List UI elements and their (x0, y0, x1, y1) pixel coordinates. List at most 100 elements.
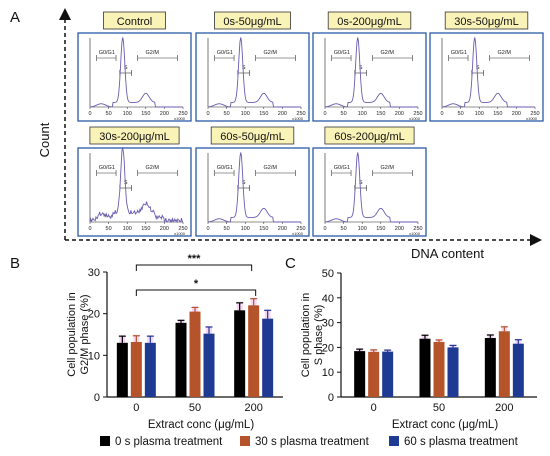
histogram-title: Control (117, 16, 152, 28)
histogram-title-box (324, 126, 415, 145)
histogram-axis-unit: x1000 (174, 116, 186, 121)
histogram-tick-label: 250 (296, 226, 305, 232)
bar (175, 322, 187, 397)
histogram-tick-label: 200 (395, 111, 404, 117)
histogram-title: 0s-200μg/mL (337, 16, 401, 28)
histogram-axis-unit: x1000 (174, 231, 186, 236)
histogram-frame (77, 147, 192, 237)
histogram-frame (312, 147, 427, 237)
gate-label: G2/M (146, 165, 160, 171)
histogram-tick-label: 200 (278, 226, 287, 232)
histogram-tick-label: 50 (106, 111, 112, 117)
y-axis-label: Cell population in (300, 293, 312, 377)
histogram-tick-label: 0 (323, 226, 326, 232)
legend-item-60s: 60 s plasma treatment (389, 436, 519, 448)
histogram-frame (195, 147, 310, 237)
gate-label: G0/G1 (334, 165, 350, 171)
histogram-tick-label: 50 (224, 226, 230, 232)
histogram-frame (312, 32, 427, 122)
x-tick-label: 0 (133, 402, 139, 414)
x-axis-label: Extract conc (μg/mL) (392, 419, 498, 431)
bar (447, 347, 459, 397)
x-axis-label: Extract conc (μg/mL) (148, 419, 254, 431)
histogram-tick-label: 250 (530, 111, 539, 117)
gate-label: G2/M (498, 50, 512, 56)
histogram-tick-label: 150 (376, 226, 385, 232)
histogram-tick-label: 150 (493, 111, 502, 117)
gate-label: S (124, 180, 128, 186)
y-tick-label: 0 (94, 392, 100, 404)
gate-label: G2/M (264, 50, 278, 56)
histogram-title-box (89, 126, 180, 145)
gate-label: G0/G1 (99, 165, 115, 171)
histogram-tick-label: 250 (413, 111, 422, 117)
histogram-tick-label: 250 (413, 226, 422, 232)
histogram-tick-label: 100 (123, 111, 132, 117)
bar (234, 310, 246, 397)
histogram-tick-label: 0 (88, 226, 91, 232)
gate-label: G2/M (264, 165, 278, 171)
histogram-title: 60s-200μg/mL (334, 131, 405, 143)
histogram-tick-label: 0 (440, 111, 443, 117)
panel-label-b: B (10, 255, 20, 272)
x-tick-label: 50 (189, 402, 201, 414)
gate-label: G0/G1 (334, 50, 350, 56)
legend-swatch-0s (100, 436, 110, 446)
significance-label: *** (188, 253, 202, 265)
histogram-frame (77, 32, 192, 122)
histogram-trace (89, 146, 184, 224)
histogram-tick-label: 200 (395, 226, 404, 232)
x-tick-label: 200 (244, 402, 262, 414)
histogram-tick-label: 100 (241, 111, 250, 117)
gate-label: S (242, 180, 246, 186)
histogram-tick-label: 50 (341, 226, 347, 232)
histogram-axis-unit: x1000 (409, 116, 421, 121)
histogram-title: 30s-50μg/mL (454, 16, 518, 28)
bar (262, 318, 274, 397)
bar (382, 351, 394, 397)
histogram-title-box (210, 126, 295, 145)
histogram-trace (324, 37, 418, 108)
x-tick-label: 0 (371, 402, 377, 414)
histogram-tick-label: 200 (512, 111, 521, 117)
chart-s-phase: 0 10 20 30 40 50 Cell population in S phase (%)… (300, 268, 537, 431)
histogram-title-box (444, 11, 529, 30)
histogram-title: 60s-50μg/mL (220, 131, 284, 143)
y-tick-label: 20 (88, 309, 100, 321)
bar (433, 341, 445, 397)
bar (419, 338, 431, 397)
y-axis-label: S phase (%) (313, 305, 325, 366)
legend-swatch-60s (389, 436, 399, 446)
gate-label: S (242, 65, 246, 71)
histogram-tick-label: 150 (376, 111, 385, 117)
histogram-trace (441, 37, 535, 108)
y-tick-label: 20 (322, 342, 334, 354)
panel-label-a: A (10, 9, 20, 26)
gate-label: G2/M (146, 50, 160, 56)
bar (130, 342, 142, 397)
legend-item-0s: 0 s plasma treatment (100, 436, 223, 448)
histogram-tick-label: 150 (259, 226, 268, 232)
bar (368, 351, 380, 397)
histogram-frame (195, 32, 310, 122)
histogram-title-box (327, 11, 412, 30)
histogram-trace (207, 152, 301, 223)
y-tick-label: 50 (322, 268, 334, 280)
gate-label: S (359, 180, 363, 186)
histogram-tick-label: 50 (106, 226, 112, 232)
gate-label: G2/M (381, 165, 395, 171)
histogram-tick-label: 250 (178, 226, 187, 232)
bar (498, 331, 510, 397)
histogram-tick-label: 150 (259, 111, 268, 117)
gate-label: S (124, 65, 128, 71)
histogram-axis-unit: x1000 (526, 116, 538, 121)
x-tick-label: 200 (495, 402, 513, 414)
histogram-tick-label: 0 (323, 111, 326, 117)
histogram-trace (324, 152, 418, 223)
bar (354, 351, 366, 397)
histogram-tick-label: 100 (241, 226, 250, 232)
legend-label-0s: 0 s plasma treatment (115, 436, 223, 448)
